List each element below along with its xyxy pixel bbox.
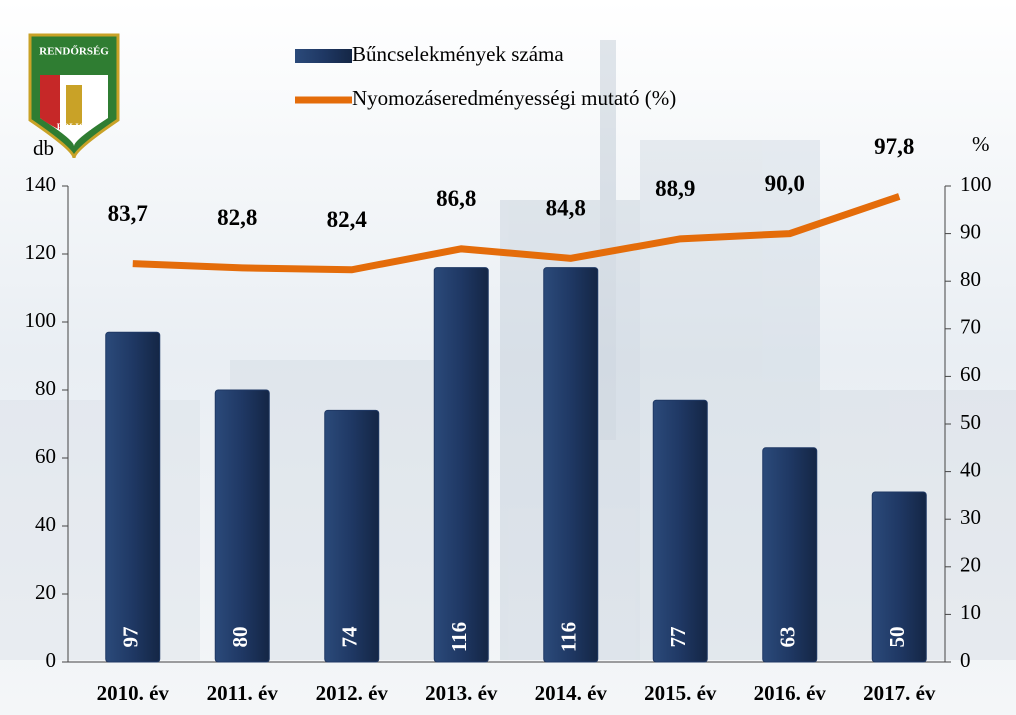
y2-tick-label: 40 [960, 457, 981, 481]
bar [652, 399, 708, 663]
y2-tick-label: 90 [960, 219, 981, 243]
y2-tick-label: 50 [960, 410, 981, 434]
x-tick-label: 2010. év [97, 681, 170, 705]
bar [105, 331, 161, 663]
bar-value-label: 63 [776, 627, 800, 648]
logo-top: RENDŐRSÉG [39, 46, 109, 58]
x-tick-label: 2014. év [535, 681, 608, 705]
y2-tick-label: 60 [960, 362, 981, 386]
bar-value-label: 50 [885, 627, 909, 648]
y-tick-label: 80 [35, 376, 56, 400]
line [132, 193, 901, 274]
line-value-label: 84,8 [546, 196, 586, 221]
y-tick-label: 0 [46, 648, 57, 672]
y-tick-label: 100 [25, 308, 57, 332]
bar [543, 267, 599, 663]
x-tick-label: 2011. év [207, 681, 279, 705]
y2-tick-label: 80 [960, 267, 981, 291]
y2-axis-label: % [972, 132, 990, 156]
bar-value-label: 77 [666, 627, 690, 648]
bar [324, 409, 380, 663]
bar-value-label: 116 [447, 622, 471, 652]
bar-value-label: 97 [119, 627, 143, 648]
bar [214, 389, 270, 663]
x-tick-label: 2012. év [316, 681, 389, 705]
bar [762, 447, 818, 663]
line-value-label: 88,9 [655, 176, 695, 201]
legend-label: Nyomozáseredményességi mutató (%) [352, 86, 676, 110]
y2-tick-label: 20 [960, 553, 981, 577]
bar-value-label: 74 [338, 626, 362, 648]
y-tick-label: 20 [35, 580, 56, 604]
bar-value-label: 116 [557, 622, 581, 652]
line-value-label: 82,4 [327, 207, 368, 232]
y2-tick-label: 70 [960, 315, 981, 339]
x-tick-label: 2016. év [754, 681, 827, 705]
bar [433, 267, 489, 663]
y2-tick-label: 30 [960, 505, 981, 529]
line-value-label: 82,8 [217, 205, 257, 230]
y-tick-label: 140 [25, 172, 57, 196]
x-tick-label: 2015. év [644, 681, 717, 705]
logo-bottom: POLICE [57, 122, 92, 132]
legend-swatch [295, 49, 352, 63]
x-tick-label: 2013. év [425, 681, 498, 705]
y-tick-label: 120 [25, 240, 57, 264]
logo: RENDŐRSÉG POLICE [28, 33, 120, 159]
y-tick-label: 60 [35, 444, 56, 468]
bar [871, 491, 927, 663]
line-value-label: 97,8 [874, 134, 914, 159]
legend-label: Bűncselekmények száma [352, 42, 564, 66]
x-tick-label: 2017. év [863, 681, 936, 705]
y2-tick-label: 10 [960, 600, 981, 624]
line-value-label: 90,0 [765, 171, 805, 196]
line-value-label: 86,8 [436, 186, 476, 211]
y2-tick-label: 0 [960, 648, 971, 672]
y-axis-label: db [33, 136, 54, 160]
y-tick-label: 40 [35, 512, 56, 536]
bar-value-label: 80 [228, 627, 252, 648]
line-value-label: 83,7 [108, 201, 148, 226]
y2-tick-label: 100 [960, 172, 992, 196]
